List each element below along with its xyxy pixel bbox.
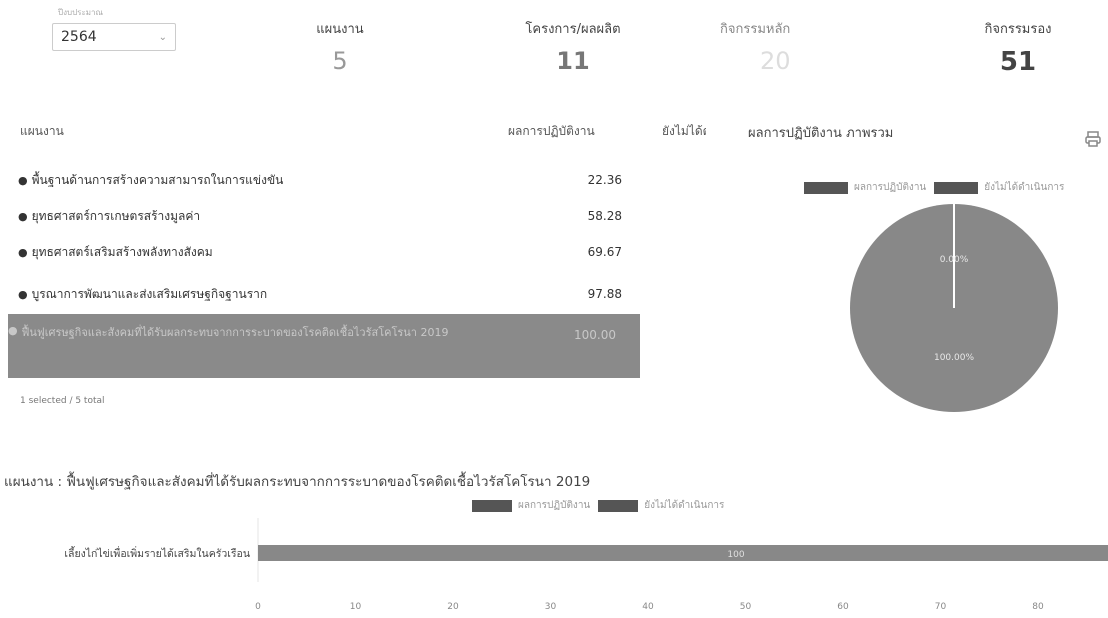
stat-projects-value: 11 <box>556 47 590 75</box>
x-tick-label: 20 <box>447 602 459 612</box>
plan-name: พื้นฐานด้านการสร้างความสามารถในการแข่งขั… <box>31 172 284 187</box>
print-icon[interactable] <box>1084 130 1102 148</box>
stat-main-activities-label: กิจกรรมหลัก <box>720 22 791 37</box>
bar-legend: ผลการปฏิบัติงาน ยังไม่ได้ดำเนินการ <box>472 498 732 513</box>
plan-result: 97.88 <box>587 287 622 301</box>
plan-name: ฟื้นฟูเศรษฐกิจและสังคมที่ได้รับผลกระทบจา… <box>21 326 449 339</box>
stat-projects: โครงการ/ผลผลิต 11 <box>498 18 648 75</box>
plan-name: บูรณาการพัฒนาและส่งเสริมเศรษฐกิจฐานราก <box>31 286 268 301</box>
bar <box>258 545 1108 561</box>
x-tick-label: 0 <box>255 602 261 612</box>
pie-chart: 0.00% 100.00% <box>850 204 1058 412</box>
bullet-icon: ● <box>18 209 28 223</box>
column-header-result[interactable]: ผลการปฏิบัติงาน <box>508 124 595 138</box>
stat-main-activities: กิจกรรมหลัก 20 <box>720 18 850 75</box>
year-select[interactable]: 2564 ⌄ <box>52 23 176 51</box>
category-label: เลี้ยงไก่ไข่เพื่อเพิ่มรายได้เสริมในครัวเ… <box>64 546 250 560</box>
pie-legend-item[interactable]: ผลการปฏิบัติงาน <box>804 180 926 195</box>
plan-result: 69.67 <box>587 245 622 259</box>
column-header-plan[interactable]: แผนงาน <box>20 124 64 138</box>
pie-legend: ผลการปฏิบัติงาน ยังไม่ได้ดำเนินการ <box>804 180 1072 195</box>
year-filter-label: ปีงบประมาณ <box>58 8 103 17</box>
column-header-not-done[interactable]: ยังไม่ได้ดำเนินการ <box>662 124 706 138</box>
legend-swatch <box>934 181 979 194</box>
year-filter: ปีงบประมาณ 2564 ⌄ <box>38 6 176 51</box>
stat-sub-activities-value: 51 <box>999 47 1037 77</box>
bar-chart: เลี้ยงไก่ไข่เพื่อเพิ่มรายได้เสริมในครัวเ… <box>64 518 1108 612</box>
stat-sub-activities-label: กิจกรรมรอง <box>984 22 1052 37</box>
chevron-down-icon: ⌄ <box>158 31 167 43</box>
legend-swatch <box>472 499 512 512</box>
stat-plans-label: แผนงาน <box>316 22 364 37</box>
stat-plans-value: 5 <box>332 47 348 75</box>
bullet-icon: ● <box>8 324 18 337</box>
plan-name: ยุทธศาสตร์เสริมสร้างพลังทางสังคม <box>31 244 213 259</box>
table-row[interactable]: ● ยุทธศาสตร์การเกษตรสร้างมูลค่า 58.28 <box>18 200 638 232</box>
x-tick-label: 10 <box>350 602 362 612</box>
pie-legend-label: ยังไม่ได้ดำเนินการ <box>984 182 1065 193</box>
stat-main-activities-value: 20 <box>760 47 791 75</box>
x-tick-label: 30 <box>545 602 557 612</box>
bar-data-label: 100 <box>727 550 744 560</box>
plan-result: 100.00 <box>574 328 616 342</box>
legend-swatch <box>804 181 848 194</box>
table-row-selected[interactable]: ● ฟื้นฟูเศรษฐกิจและสังคมที่ได้รับผลกระทบ… <box>8 314 640 378</box>
x-tick-label: 70 <box>935 602 947 612</box>
x-tick-label: 80 <box>1032 602 1044 612</box>
selection-info: 1 selected / 5 total <box>20 396 105 406</box>
pie-legend-item[interactable]: ยังไม่ได้ดำเนินการ <box>934 180 1064 195</box>
plan-result: 58.28 <box>587 209 622 223</box>
bullet-icon: ● <box>18 245 28 259</box>
plan-name: ยุทธศาสตร์การเกษตรสร้างมูลค่า <box>31 208 201 223</box>
stat-sub-activities: กิจกรรมรอง 51 <box>958 18 1078 77</box>
pie-chart-title: ผลการปฏิบัติงาน ภาพรวม <box>748 126 894 141</box>
stat-plans: แผนงาน 5 <box>290 18 390 75</box>
bar-chart-title: แผนงาน : ฟื้นฟูเศรษฐกิจและสังคมที่ได้รับ… <box>4 474 591 490</box>
x-tick-label: 40 <box>642 602 654 612</box>
x-tick-label: 60 <box>837 602 849 612</box>
bar-legend-item[interactable]: ยังไม่ได้ดำเนินการ <box>598 498 724 513</box>
bar-legend-label: ยังไม่ได้ดำเนินการ <box>644 500 725 511</box>
stat-projects-label: โครงการ/ผลผลิต <box>525 22 621 37</box>
pie-legend-label: ผลการปฏิบัติงาน <box>854 182 927 193</box>
bar-legend-label: ผลการปฏิบัติงาน <box>518 500 591 511</box>
legend-swatch <box>598 499 639 512</box>
plan-result: 22.36 <box>587 173 622 187</box>
bullet-icon: ● <box>18 173 28 187</box>
pie-data-label: 100.00% <box>934 353 974 363</box>
x-tick-label: 50 <box>740 602 752 612</box>
bar-legend-item[interactable]: ผลการปฏิบัติงาน <box>472 498 590 513</box>
table-row[interactable]: ● ยุทธศาสตร์เสริมสร้างพลังทางสังคม 69.67 <box>18 236 638 268</box>
table-row[interactable]: ● บูรณาการพัฒนาและส่งเสริมเศรษฐกิจฐานราก… <box>18 278 638 310</box>
bullet-icon: ● <box>18 287 28 301</box>
table-row[interactable]: ● พื้นฐานด้านการสร้างความสามารถในการแข่ง… <box>18 164 638 196</box>
pie-data-label: 0.00% <box>940 255 969 265</box>
year-select-value: 2564 <box>61 29 97 45</box>
